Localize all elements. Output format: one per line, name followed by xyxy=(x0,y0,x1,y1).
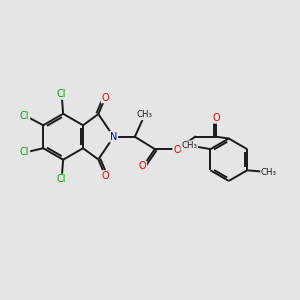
Text: Cl: Cl xyxy=(56,174,66,184)
Text: CH₃: CH₃ xyxy=(181,141,197,150)
Text: O: O xyxy=(102,171,109,181)
Text: O: O xyxy=(139,161,146,172)
Text: O: O xyxy=(213,113,220,123)
Text: Cl: Cl xyxy=(20,111,29,121)
Text: N: N xyxy=(110,132,117,142)
Text: Cl: Cl xyxy=(20,147,29,157)
Text: CH₃: CH₃ xyxy=(136,110,152,119)
Text: Cl: Cl xyxy=(56,89,66,99)
Text: O: O xyxy=(102,93,109,103)
Text: O: O xyxy=(173,145,181,155)
Text: CH₃: CH₃ xyxy=(261,168,277,177)
